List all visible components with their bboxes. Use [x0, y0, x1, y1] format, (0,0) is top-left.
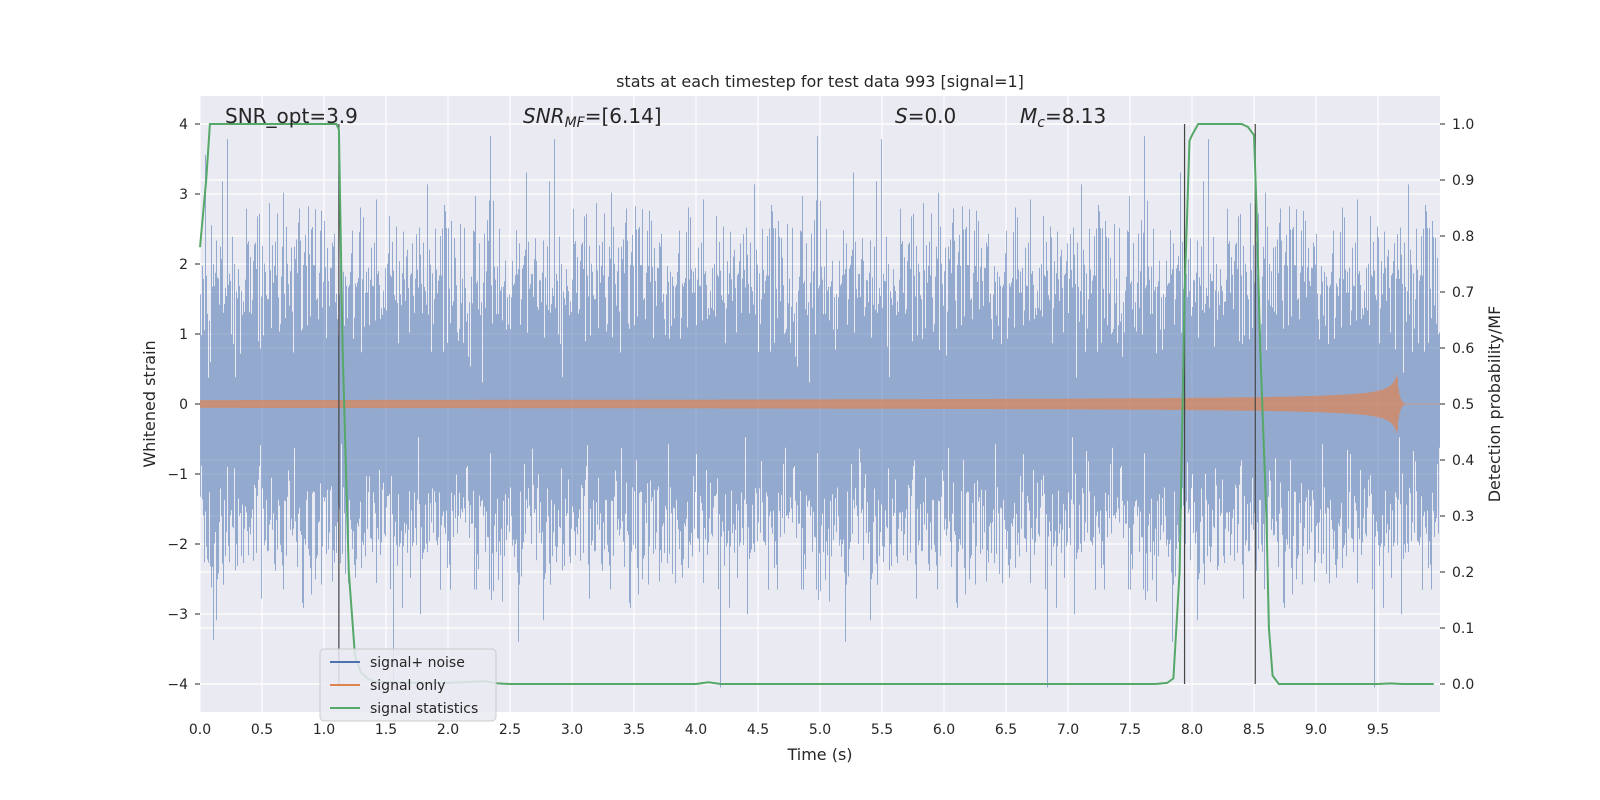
x-tick-label: 4.5 — [747, 722, 769, 738]
y2-tick-label: 0.1 — [1452, 621, 1474, 637]
annotation-snr-mf: SNRMF=[6.14] — [523, 104, 662, 131]
legend-label-signal: signal only — [370, 678, 445, 694]
x-tick-label: 7.5 — [1119, 722, 1141, 738]
x-tick-label: 5.5 — [871, 722, 893, 738]
x-tick-label: 6.5 — [995, 722, 1017, 738]
y2-tick-label: 0.0 — [1452, 677, 1474, 693]
annotation-snr-opt: SNR_opt=3.9 — [225, 104, 358, 128]
legend: signal+ noise signal only signal statist… — [319, 648, 497, 722]
series-signal-statistics — [199, 123, 1434, 685]
y2-tick-label: 0.2 — [1452, 565, 1474, 581]
y-tick-label: −1 — [167, 467, 188, 483]
x-tick-label: 3.0 — [561, 722, 583, 738]
x-axis-label: Time (s) — [786, 745, 852, 764]
y-tick-label: −3 — [167, 607, 188, 623]
y-tick-label: 2 — [179, 257, 188, 273]
y2-tick-label: 0.5 — [1452, 397, 1474, 413]
annotation-s: S=0.0 — [895, 104, 956, 128]
x-tick-label: 3.5 — [623, 722, 645, 738]
y2-tick-label: 0.7 — [1452, 285, 1474, 301]
x-tick-label: 9.0 — [1305, 722, 1327, 738]
x-tick-label: 8.0 — [1181, 722, 1203, 738]
x-tick-label: 0.5 — [251, 722, 273, 738]
statistics-line — [199, 123, 1434, 685]
y2-tick-label: 0.4 — [1452, 453, 1474, 469]
legend-box — [319, 648, 497, 722]
x-tick-label: 4.0 — [685, 722, 707, 738]
x-tick-label: 5.0 — [809, 722, 831, 738]
y2-tick-label: 0.8 — [1452, 229, 1474, 245]
y-tick-label: −2 — [167, 537, 188, 553]
y2-tick-label: 0.6 — [1452, 341, 1474, 357]
x-tick-label: 1.5 — [375, 722, 397, 738]
y2-axis-label: Detection probability/MF — [1485, 306, 1504, 503]
x-tick-label: 0.0 — [189, 722, 211, 738]
y-axis-label: Whitened strain — [140, 340, 159, 467]
x-tick-label: 2.0 — [437, 722, 459, 738]
y2-tick-label: 0.3 — [1452, 509, 1474, 525]
chart-title: stats at each timestep for test data 993… — [616, 72, 1024, 91]
x-tick-label: 2.5 — [499, 722, 521, 738]
y-tick-label: 3 — [179, 187, 188, 203]
x-tick-label: 9.5 — [1367, 722, 1389, 738]
y-tick-label: 0 — [179, 397, 188, 413]
y-tick-label: 4 — [179, 117, 188, 133]
legend-label-noise: signal+ noise — [370, 655, 465, 671]
series-signal-only — [200, 375, 1440, 433]
y2-tick-label: 0.9 — [1452, 173, 1474, 189]
x-tick-label: 7.0 — [1057, 722, 1079, 738]
x-tick-label: 6.0 — [933, 722, 955, 738]
x-tick-label: 8.5 — [1243, 722, 1265, 738]
signal-trace — [200, 375, 1440, 433]
x-tick-label: 1.0 — [313, 722, 335, 738]
axis-ticks: 0.0 0.5 1.0 1.5 2.0 2.5 3.0 3.5 4.0 4.5 5.0 5.5 6.0 6… — [167, 117, 1474, 738]
annotation-mc: Mc=8.13 — [1020, 104, 1106, 131]
y2-tick-label: 1.0 — [1452, 117, 1474, 133]
vertical-markers — [338, 124, 1256, 684]
legend-label-statistics: signal statistics — [370, 701, 478, 717]
y-tick-label: 1 — [179, 327, 188, 343]
y-tick-label: −4 — [167, 677, 188, 693]
